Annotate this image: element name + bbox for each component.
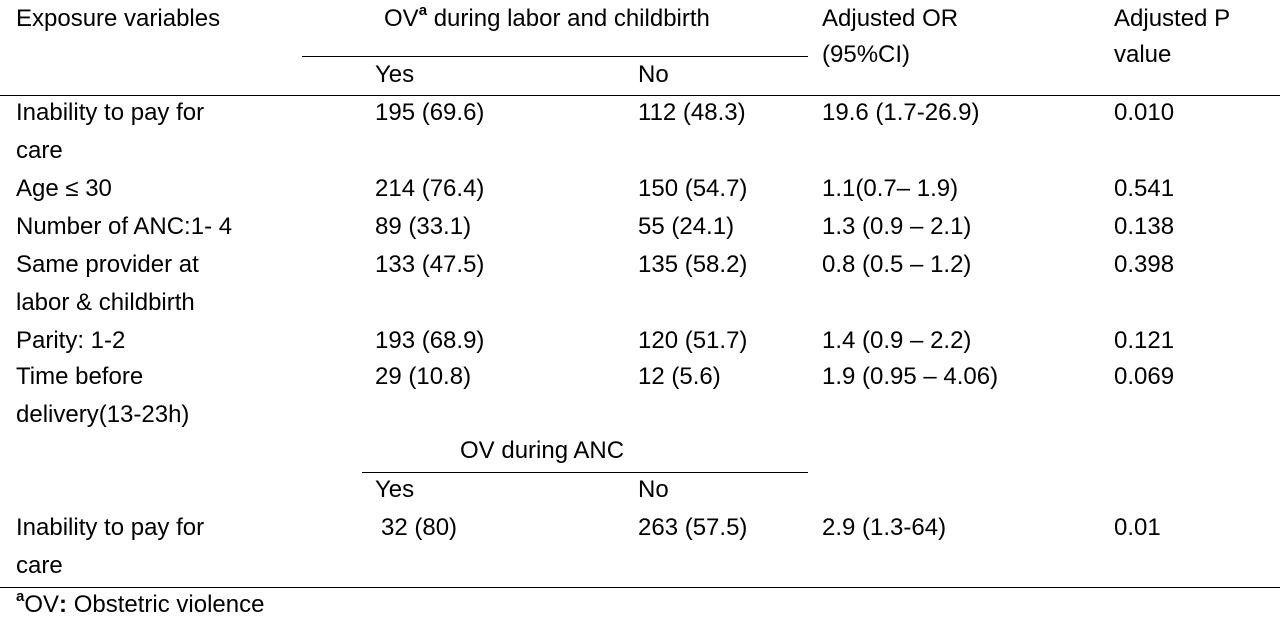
table-cell-yes: 29 (10.8): [375, 363, 472, 390]
table-cell-p: 0.121: [1114, 327, 1175, 354]
header-adjusted-or-line2: (95%CI): [822, 41, 911, 68]
table-cell-no: 120 (51.7): [638, 327, 748, 354]
anc-section-title: OV during ANC: [460, 437, 625, 464]
table-cell-or: 1.9 (0.95 – 4.06): [822, 363, 999, 390]
anc-header-no: No: [638, 476, 669, 503]
header-ov-labor: OVa during labor and childbirth: [384, 0, 710, 38]
anc-section-underline: [362, 472, 808, 473]
header-adjusted-or-line1: Adjusted OR: [822, 5, 959, 32]
table-cell-or: 1.3 (0.9 – 2.1): [822, 213, 972, 240]
table-row-time-before-var-line1: Time before: [16, 363, 144, 390]
header-ov-labor-main: OV: [384, 5, 419, 32]
table-cell-no: 112 (48.3): [638, 99, 746, 126]
table-cell-or: 19.6 (1.7-26.9): [822, 99, 980, 126]
table-row-inability-var-line2: care: [16, 137, 63, 164]
header-no: No: [638, 61, 669, 88]
table-cell-yes: 214 (76.4): [375, 175, 485, 202]
table-cell-no: 150 (54.7): [638, 175, 748, 202]
footnote: aOV: Obstetric violence: [16, 587, 264, 623]
anc-cell-yes: 32 (80): [381, 514, 458, 541]
table-row-anc-number-var: Number of ANC:1- 4: [16, 213, 233, 240]
header-ov-underline: [302, 56, 808, 57]
table-row-same-provider-var-line1: Same provider at: [16, 251, 199, 278]
footnote-sup: a: [16, 588, 25, 605]
table-row-age-var: Age ≤ 30: [16, 175, 112, 202]
table-row-inability-var-line1: Inability to pay for: [16, 99, 205, 126]
table-cell-yes: 193 (68.9): [375, 327, 485, 354]
anc-cell-or: 2.9 (1.3-64): [822, 514, 947, 541]
table-cell-p: 0.398: [1114, 251, 1175, 278]
table-cell-p: 0.138: [1114, 213, 1175, 240]
header-exposure-variables: Exposure variables: [16, 5, 221, 32]
table-cell-no: 12 (5.6): [638, 363, 721, 390]
table-cell-yes: 89 (33.1): [375, 213, 472, 240]
footnote-abbr: OV: [24, 591, 60, 618]
header-yes: Yes: [375, 61, 415, 88]
header-bottom-rule: [0, 95, 1280, 96]
table-row-parity-var: Parity: 1-2: [16, 327, 126, 354]
header-adjusted-p-line1: Adjusted P: [1114, 5, 1231, 32]
anc-cell-p: 0.01: [1114, 514, 1161, 541]
table-cell-no: 135 (58.2): [638, 251, 748, 278]
table-row-same-provider-var-line2: labor & childbirth: [16, 289, 195, 316]
anc-row-inability-var-line1: Inability to pay for: [16, 514, 205, 541]
footnote-text: Obstetric violence: [67, 591, 265, 618]
table-cell-or: 1.4 (0.9 – 2.2): [822, 327, 972, 354]
header-ov-labor-sup: a: [418, 2, 428, 19]
anc-header-yes: Yes: [375, 476, 415, 503]
header-ov-labor-rest: during labor and childbirth: [427, 5, 710, 32]
table-cell-or: 1.1(0.7– 1.9): [822, 175, 959, 202]
table-row-time-before-var-line2: delivery(13-23h): [16, 401, 190, 428]
table-cell-p: 0.069: [1114, 363, 1175, 390]
footnote-colon: :: [59, 591, 68, 618]
table-cell-yes: 195 (69.6): [375, 99, 485, 126]
table-cell-p: 0.541: [1114, 175, 1175, 202]
header-adjusted-p-line2: value: [1114, 41, 1172, 68]
table-cell-or: 0.8 (0.5 – 1.2): [822, 251, 972, 278]
table-cell-p: 0.010: [1114, 99, 1175, 126]
anc-cell-no: 263 (57.5): [638, 514, 748, 541]
anc-row-inability-var-line2: care: [16, 552, 63, 579]
table-cell-yes: 133 (47.5): [375, 251, 485, 278]
table-cell-no: 55 (24.1): [638, 213, 735, 240]
table-bottom-rule: [0, 587, 1280, 588]
